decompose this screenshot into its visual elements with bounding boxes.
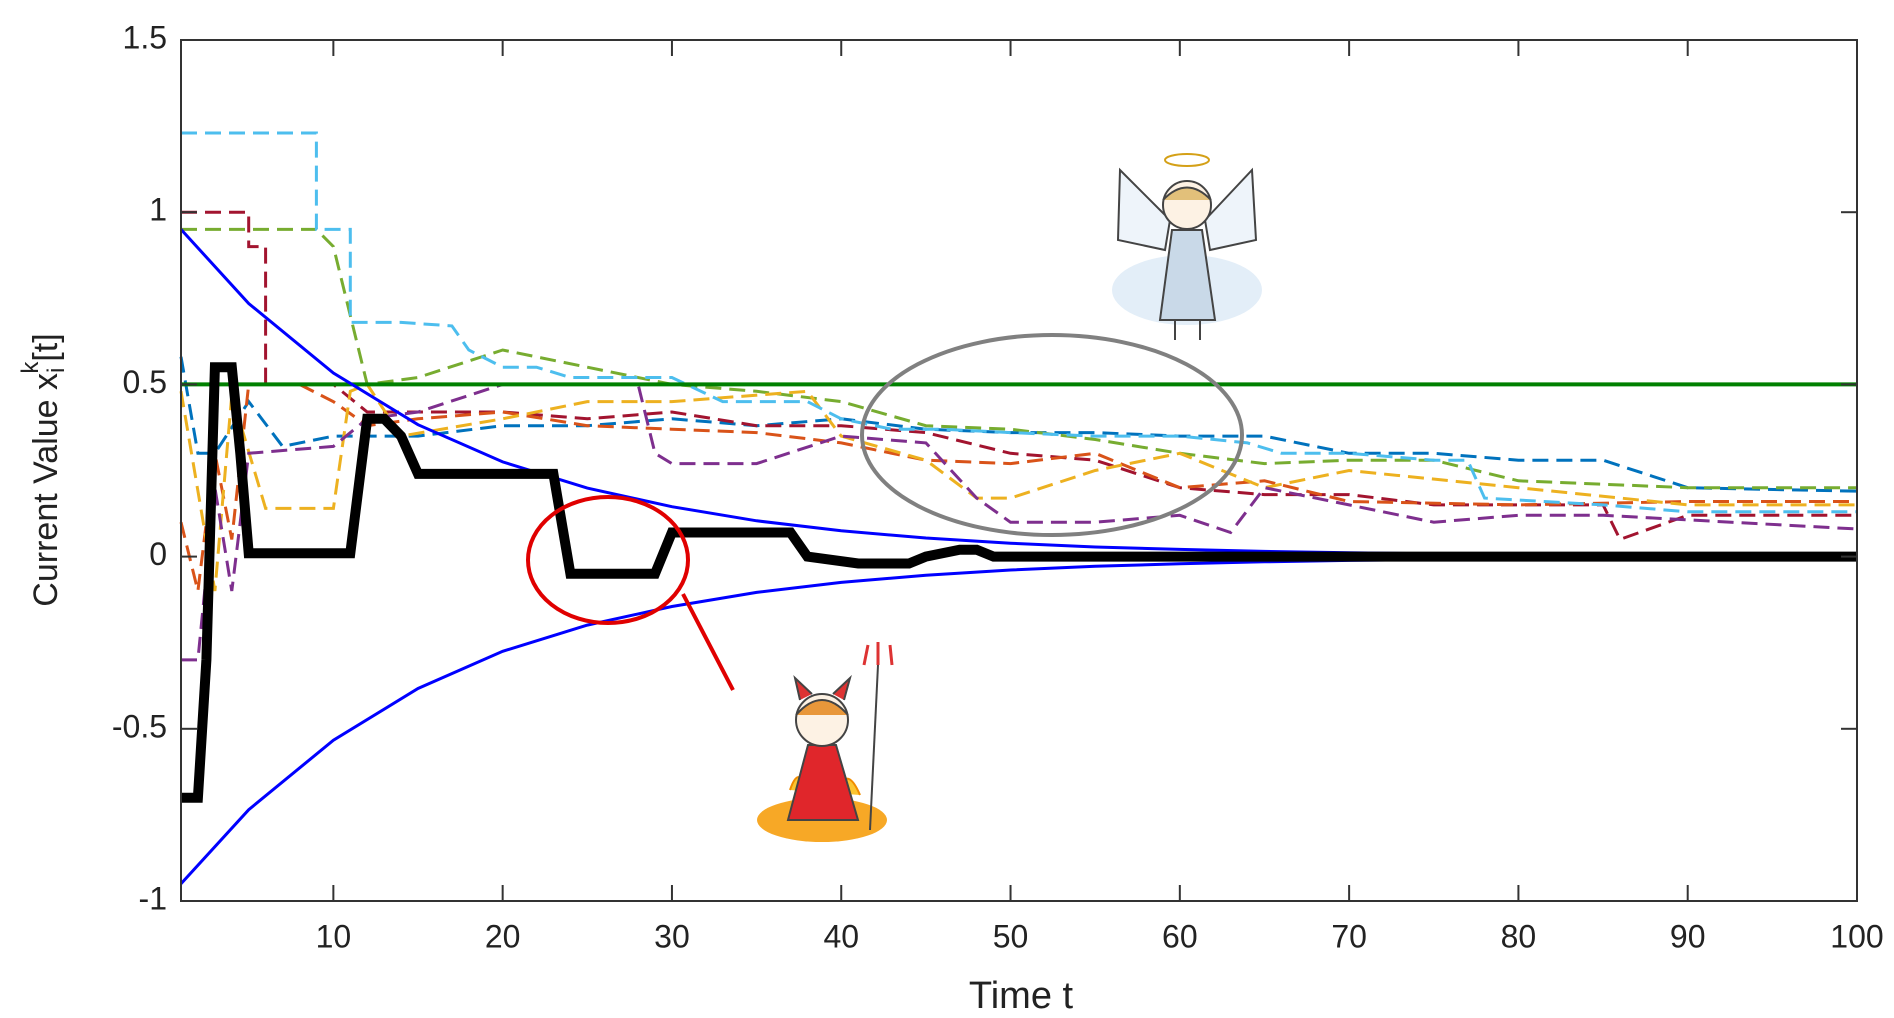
series-line bbox=[181, 362, 1857, 803]
x-tick-label: 100 bbox=[1830, 918, 1883, 954]
y-tick-label: 1 bbox=[149, 192, 167, 228]
highlight-circle bbox=[526, 495, 690, 625]
x-tick-label: 10 bbox=[316, 918, 352, 954]
devil-figure bbox=[757, 642, 894, 842]
x-tick-label: 40 bbox=[823, 918, 859, 954]
x-tick-label: 60 bbox=[1162, 918, 1198, 954]
y-axis-label-sup: k bbox=[17, 361, 44, 374]
highlight-ellipse bbox=[860, 333, 1244, 537]
series-line bbox=[181, 131, 1857, 514]
x-tick-label: 30 bbox=[654, 918, 690, 954]
x-tick-label: 50 bbox=[993, 918, 1029, 954]
series-line bbox=[181, 382, 1858, 662]
y-tick-label: -1 bbox=[139, 880, 167, 916]
angel-figure bbox=[1112, 153, 1262, 340]
axes-box bbox=[180, 39, 1858, 902]
series-line bbox=[181, 210, 1857, 542]
y-axis-label-sub: i bbox=[43, 368, 70, 373]
series-line bbox=[181, 227, 1857, 490]
y-axis-label-main: Current Value x bbox=[27, 373, 65, 607]
x-tick-label: 90 bbox=[1670, 918, 1706, 954]
y-axis-label: Current Value xik[t] bbox=[17, 333, 70, 606]
y-tick-label: 0 bbox=[149, 536, 167, 572]
y-tick-label: 0.5 bbox=[123, 364, 167, 400]
series-line bbox=[179, 382, 1857, 592]
series-line bbox=[179, 382, 1857, 592]
x-tick-label: 80 bbox=[1501, 918, 1537, 954]
series-line bbox=[179, 228, 1468, 556]
x-axis-label: Time t bbox=[969, 975, 1074, 1017]
x-tick-label: 20 bbox=[485, 918, 521, 954]
y-tick-label: 1.5 bbox=[123, 19, 167, 55]
series-line bbox=[179, 557, 1468, 885]
y-axis-label-suffix: [t] bbox=[27, 333, 65, 361]
y-tick-label: -0.5 bbox=[112, 708, 167, 744]
x-tick-label: 70 bbox=[1331, 918, 1367, 954]
pointer-line bbox=[681, 593, 735, 691]
